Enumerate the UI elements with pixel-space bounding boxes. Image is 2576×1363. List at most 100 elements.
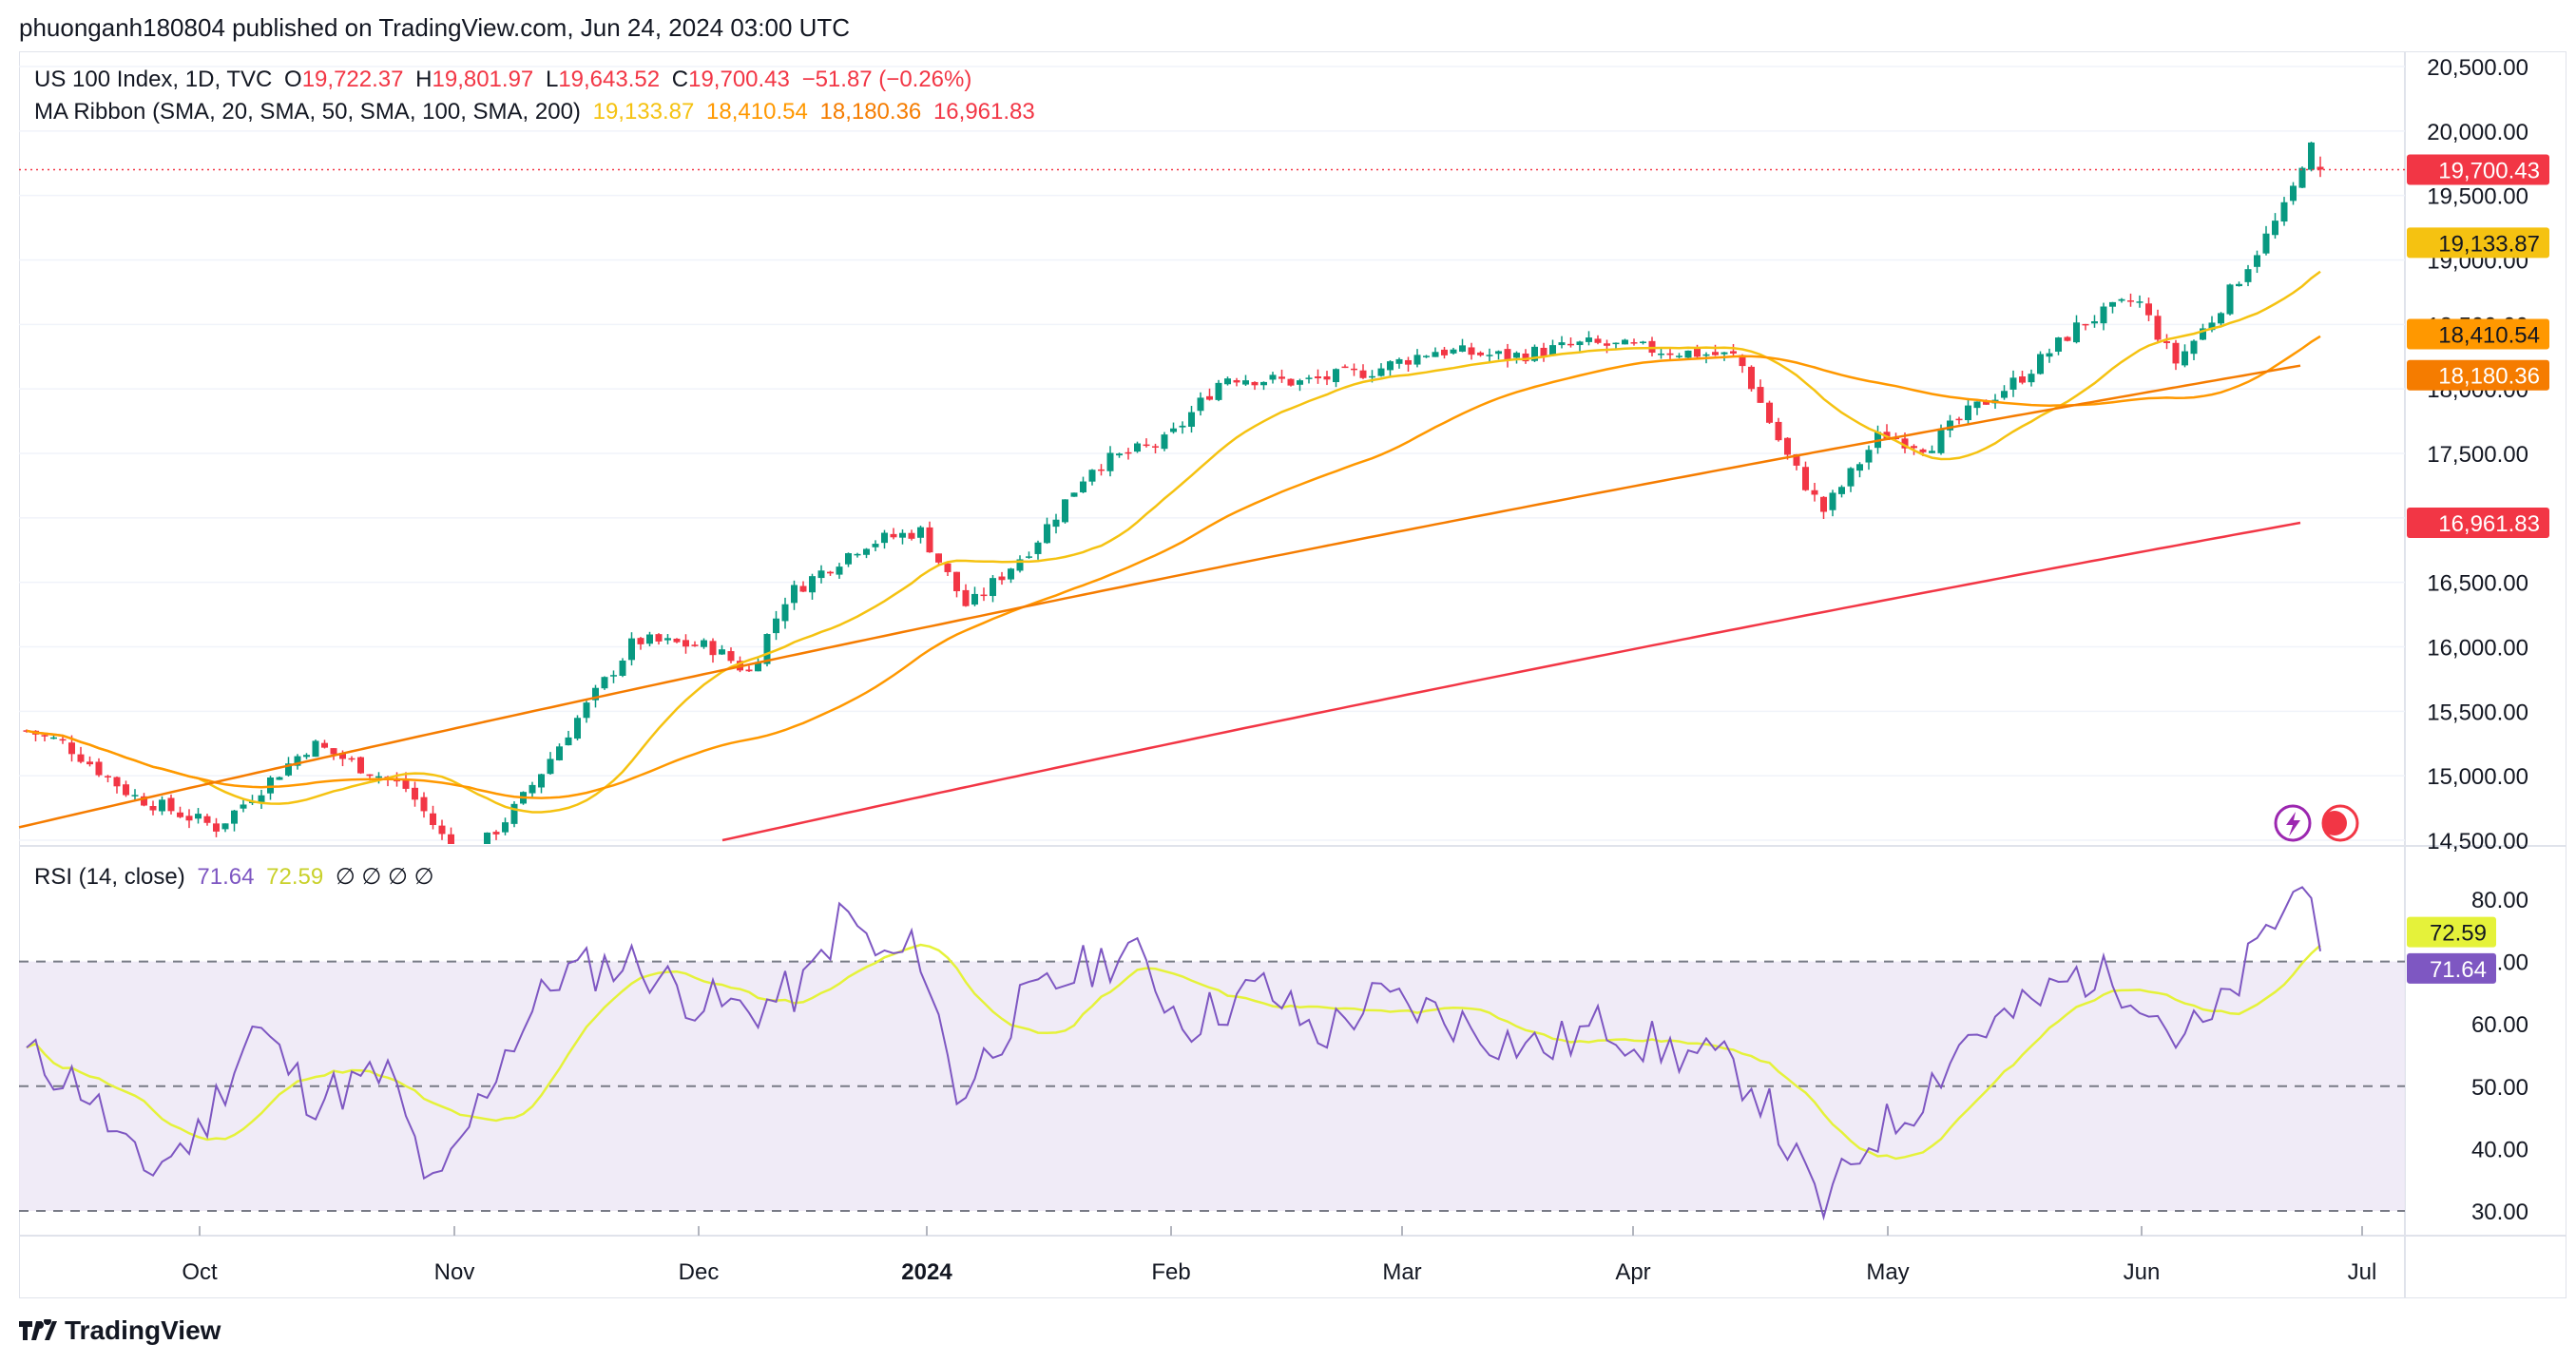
price-tick-label: 15,500.00 xyxy=(2427,700,2528,725)
candle-body xyxy=(1044,524,1050,544)
close-label: C xyxy=(671,67,689,92)
rsi-label[interactable]: RSI (14, close) xyxy=(34,864,185,890)
candle-body xyxy=(1820,496,1827,512)
candle-body xyxy=(1215,382,1222,400)
candle-body xyxy=(2218,313,2224,324)
candle-body xyxy=(592,687,599,701)
chart-frame[interactable] xyxy=(19,51,2566,1298)
rsi-ma-line xyxy=(26,943,2321,1161)
candle-body xyxy=(1242,380,1249,385)
candle-body xyxy=(1016,559,1024,571)
candle-body xyxy=(1829,492,1836,510)
sma20-line xyxy=(26,270,2321,814)
candle-body xyxy=(872,544,879,547)
candle-body xyxy=(1278,376,1285,379)
candle-body xyxy=(1793,453,1800,466)
candle-body xyxy=(1513,353,1520,358)
candle-body xyxy=(574,718,581,739)
candle-body xyxy=(664,638,671,641)
candle-body xyxy=(2118,298,2125,301)
candle-body xyxy=(1919,449,1927,452)
tradingview-logo[interactable]: TradingView xyxy=(19,1315,221,1346)
candle-body xyxy=(1929,451,1935,453)
price-tick-label: 20,500.00 xyxy=(2427,55,2528,81)
time-tick-label: May xyxy=(1866,1259,1909,1285)
candle-body xyxy=(1305,377,1313,379)
rsi-tick-label: 50.00 xyxy=(2471,1075,2528,1101)
candle-body xyxy=(1838,487,1845,494)
sma200-line xyxy=(721,521,2301,842)
candle-body xyxy=(1098,469,1105,471)
ma-ribbon-label[interactable]: MA Ribbon (SMA, 20, SMA, 50, SMA, 100, S… xyxy=(34,99,581,125)
candle-body xyxy=(1504,349,1511,360)
candle-body xyxy=(1315,376,1321,379)
candle-body xyxy=(682,640,689,647)
candle-body xyxy=(962,589,970,606)
rsi-value: 71.64 xyxy=(197,864,255,890)
candle-body xyxy=(1441,349,1448,355)
candle-body xyxy=(1459,345,1466,352)
time-tick-label: Oct xyxy=(182,1259,218,1285)
candle-body xyxy=(312,740,319,758)
candle-body xyxy=(141,796,147,806)
candle-body xyxy=(185,816,193,821)
candle-body xyxy=(2009,377,2017,390)
rsi-tick-label: 30.00 xyxy=(2471,1200,2528,1225)
candle-body xyxy=(1784,437,1791,455)
candle-body xyxy=(1423,355,1430,357)
symbol-label[interactable]: US 100 Index, 1D, TVC xyxy=(34,67,273,92)
candle-body xyxy=(2046,353,2053,357)
candle-body xyxy=(303,755,310,758)
candle-body xyxy=(1901,438,1909,449)
candle-body xyxy=(1604,343,1610,346)
candle-body xyxy=(2100,306,2107,324)
rsi-ma-value: 72.59 xyxy=(266,864,324,890)
candle-body xyxy=(2154,316,2162,340)
low-label: L xyxy=(545,67,559,92)
time-tick-label: Nov xyxy=(434,1259,475,1285)
candle-body xyxy=(1531,346,1538,361)
candle-body xyxy=(1070,492,1078,497)
candle-body xyxy=(1197,397,1204,412)
ma-legend: MA Ribbon (SMA, 20, SMA, 50, SMA, 100, S… xyxy=(34,99,1041,125)
candle-body xyxy=(1684,350,1692,358)
rsi-tick-label: 60.00 xyxy=(2471,1012,2528,1038)
time-tick-label: 2024 xyxy=(901,1259,952,1285)
candle-body xyxy=(1233,379,1240,383)
candle-body xyxy=(926,527,933,553)
candle-body xyxy=(430,813,436,826)
low-value: 19,643.52 xyxy=(558,67,661,92)
candle-body xyxy=(1856,464,1863,471)
rsi-tick-label: 80.00 xyxy=(2471,888,2528,913)
time-tick-label: Feb xyxy=(1151,1259,1190,1285)
candle-body xyxy=(781,604,789,622)
candle-body xyxy=(2073,322,2080,343)
candle-body xyxy=(1034,542,1042,554)
candle-body xyxy=(2019,376,2026,383)
candle-body xyxy=(2190,340,2198,355)
candle-body xyxy=(646,634,653,644)
candle-body xyxy=(1594,338,1602,343)
candle-body xyxy=(1297,380,1303,385)
candle-body xyxy=(1937,430,1945,453)
candle-body xyxy=(1676,355,1682,357)
price-badge-text-last: 19,700.43 xyxy=(2438,158,2540,183)
candle-body xyxy=(827,571,834,574)
candle-body xyxy=(610,675,617,677)
time-tick-label: Jul xyxy=(2348,1259,2377,1285)
candle-body xyxy=(1152,446,1159,448)
candle-body xyxy=(565,737,572,746)
candle-body xyxy=(213,823,220,832)
rsi-badge-rsi xyxy=(2407,952,2496,984)
candle-body xyxy=(1549,345,1556,355)
candle-body xyxy=(2254,255,2260,267)
price-tick-label: 17,500.00 xyxy=(2427,442,2528,468)
sma50-line xyxy=(26,335,2321,799)
candle-body xyxy=(1179,425,1186,428)
candle-body xyxy=(2028,374,2035,383)
candle-body xyxy=(131,795,139,797)
candle-body xyxy=(87,761,93,765)
candle-body xyxy=(366,774,374,777)
candle-body xyxy=(448,834,454,844)
